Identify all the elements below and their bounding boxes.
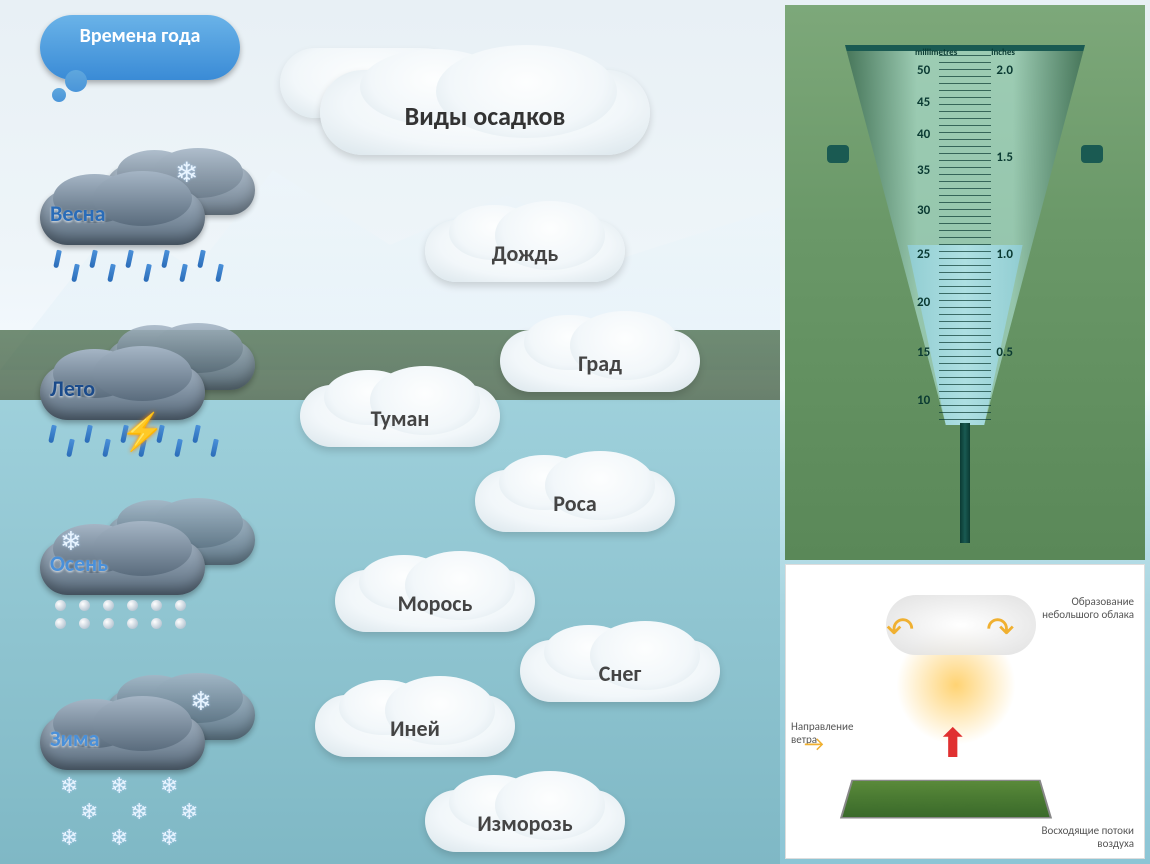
precip-cloud-0: Дождь: [425, 220, 625, 282]
precip-label-7: Изморозь: [425, 810, 625, 837]
season-winter: Зима❄❄❄❄❄❄❄❄❄❄: [25, 680, 260, 830]
gauge-tick-mm: 45: [917, 95, 930, 110]
gauge-tick-mm: 20: [917, 295, 930, 310]
season-autumn: Осень❄: [25, 505, 260, 655]
precip-cloud-2: Туман: [300, 385, 500, 447]
precip-cloud-7: Изморозь: [425, 790, 625, 852]
diagram-label-wind: Направление ветра: [791, 720, 871, 746]
gauge-tick-in: 0.5: [996, 345, 1013, 360]
precip-cloud-6: Иней: [315, 695, 515, 757]
precip-label-0: Дождь: [425, 240, 625, 267]
season-spring: Весна❄: [25, 155, 260, 305]
gauge-tick-mm: 30: [917, 203, 930, 218]
precip-label-4: Морось: [335, 590, 535, 617]
gauge-unit-mm: millimetres: [915, 47, 957, 58]
precip-cloud-3: Роса: [475, 470, 675, 532]
precip-label-2: Туман: [300, 405, 500, 432]
season-label-winter: Зима: [50, 725, 99, 752]
precip-label-3: Роса: [475, 490, 675, 517]
precip-label-5: Снег: [520, 660, 720, 687]
gauge-tick-in: 2.0: [996, 63, 1013, 78]
title-text: Виды осадков: [320, 100, 650, 132]
gauge-tick-mm: 10: [917, 393, 930, 408]
precip-label-6: Иней: [315, 715, 515, 742]
gauge-funnel: 50 45 40 35 30 25 20 15 10 2.0 1.5 1.0 0.5 millimet…: [845, 45, 1085, 475]
gauge-tick-mm: 15: [917, 345, 930, 360]
season-label-spring: Весна: [50, 200, 105, 227]
rain-gauge-photo: 50 45 40 35 30 25 20 15 10 2.0 1.5 1.0 0.5 millimet…: [785, 5, 1145, 560]
title-cloud: Виды осадков: [320, 70, 650, 155]
diagram-label-cloud: Образование небольшого облака: [1034, 595, 1134, 621]
gauge-tick-in: 1.0: [996, 247, 1013, 262]
season-label-summer: Лето: [50, 375, 95, 402]
gauge-tick-mm: 40: [917, 127, 930, 142]
precip-cloud-5: Снег: [520, 640, 720, 702]
gauge-tick-mm: 25: [917, 247, 930, 262]
season-summer: Лето⚡: [25, 330, 260, 480]
cloud-formation-diagram: ↶ ↶ ⬆ Образование небольшого облака Напр…: [785, 564, 1145, 859]
gauge-tick-mm: 35: [917, 163, 930, 178]
season-label-autumn: Осень: [50, 550, 108, 577]
precip-label-1: Град: [500, 350, 700, 377]
gauge-tick-in: 1.5: [996, 150, 1013, 165]
diagram-label-air: Восходящие потоки воздуха: [1024, 824, 1134, 850]
gauge-unit-in: inches: [991, 47, 1015, 58]
gauge-tick-mm: 50: [917, 63, 930, 78]
precip-cloud-4: Морось: [335, 570, 535, 632]
precip-cloud-1: Град: [500, 330, 700, 392]
seasons-bubble: Времена года: [40, 15, 240, 95]
seasons-bubble-text: Времена года: [40, 25, 240, 48]
